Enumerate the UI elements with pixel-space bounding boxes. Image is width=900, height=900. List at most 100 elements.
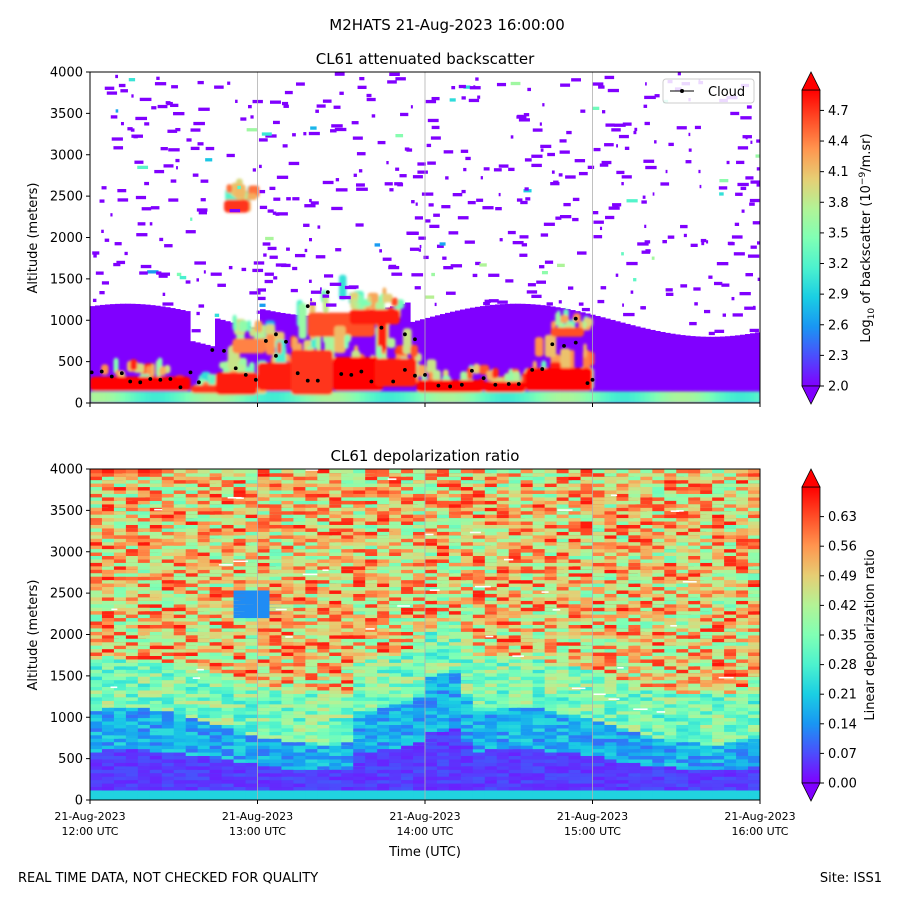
backscatter-surface-band	[540, 391, 546, 403]
backscatter-noise-streak	[555, 216, 562, 220]
depolarization-cell	[317, 772, 340, 777]
depolarization-cell	[532, 713, 550, 719]
depolarization-cell	[580, 610, 598, 615]
depolarization-cell	[736, 731, 755, 736]
depolarization-cell	[233, 751, 252, 756]
depolarization-cell	[532, 741, 550, 746]
depolarization-cell	[724, 744, 741, 750]
depolarization-cell	[137, 627, 161, 632]
depolarization-cell	[472, 634, 492, 639]
backscatter-aerosol-layer	[670, 333, 676, 403]
depolarization-cell	[592, 775, 611, 781]
depolarization-cell	[209, 648, 228, 653]
depolarization-cell	[281, 686, 306, 691]
depolarization-cell	[448, 682, 464, 688]
backscatter-noise-streak	[310, 298, 313, 302]
depolarization-cell	[413, 617, 433, 622]
depolarization-cell	[389, 610, 412, 615]
depolarization-cell	[688, 600, 704, 605]
backscatter-noise-streak	[531, 163, 542, 168]
backscatter-surface-band	[335, 391, 341, 403]
depolarization-cell	[712, 593, 736, 598]
depolarization-cell	[113, 679, 137, 684]
backscatter-noise-streak	[559, 139, 567, 143]
backscatter-noise-streak	[641, 200, 647, 204]
depolarization-cell	[544, 693, 564, 698]
depolarization-cell	[652, 620, 671, 625]
cloud-base-point	[109, 374, 114, 379]
depolarization-cell	[161, 572, 185, 577]
backscatter-aerosol-layer	[665, 332, 671, 403]
backscatter-aerosol-layer	[610, 319, 616, 403]
depolarization-cell	[748, 568, 760, 574]
depolarization-cell	[448, 762, 464, 767]
depolarization-cell	[305, 589, 321, 594]
depolarization-cell	[676, 651, 691, 656]
depolarization-cell	[544, 662, 563, 667]
depolarization-cell	[269, 772, 287, 777]
backscatter-noise-streak	[633, 278, 637, 282]
depolarization-cell	[137, 634, 155, 639]
backscatter-aerosol-layer	[575, 311, 581, 403]
depolarization-cell	[197, 696, 217, 701]
depolarization-cell	[257, 582, 281, 588]
depolarization-cell	[448, 641, 468, 646]
backscatter-noise-streak	[166, 101, 173, 106]
backscatter-noise-streak	[111, 137, 123, 141]
backscatter-noise-streak	[259, 205, 268, 210]
depolarization-cell	[161, 586, 182, 591]
depolarization-cell	[245, 617, 263, 622]
depolarization-cell	[724, 662, 745, 667]
depolarization-cell	[676, 658, 691, 663]
depolarization-cell	[652, 724, 676, 729]
depolarization-cell	[209, 782, 225, 788]
depolarization-cell	[377, 662, 393, 667]
depolarization-cell	[413, 593, 433, 598]
backscatter-surface-band	[565, 391, 571, 403]
backscatter-cloud-blob	[159, 366, 167, 376]
depolarization-cell	[137, 703, 161, 708]
backscatter-noise-streak	[744, 306, 756, 310]
depolarization-cell	[137, 689, 153, 694]
depolarization-cell	[209, 606, 230, 612]
backscatter-surface-band	[430, 391, 436, 403]
backscatter-surface-band	[410, 391, 416, 403]
depolarization-cell	[580, 648, 604, 653]
depolarization-cell	[305, 717, 329, 722]
depolarization-cell	[460, 758, 485, 763]
backscatter-noise-streak	[483, 167, 490, 171]
depolarization-cell	[748, 755, 760, 760]
depolarization-cell	[197, 713, 217, 719]
depolarization-cell	[748, 582, 760, 588]
depolarization-cell	[532, 631, 549, 636]
depolarization-cell	[90, 748, 111, 753]
depolarization-cell	[556, 679, 575, 684]
depolarization-cell	[233, 637, 255, 643]
backscatter-noise-streak	[426, 143, 432, 148]
depolarization-cell	[628, 689, 643, 694]
backscatter-noise-streak	[740, 186, 747, 191]
cloud-base-point	[138, 380, 143, 385]
depolarization-cell	[544, 686, 562, 691]
depolarization-cell	[712, 700, 733, 705]
backscatter-noise-streak	[210, 272, 222, 276]
depolarization-cell	[305, 682, 326, 688]
depolarization-cell	[556, 782, 575, 788]
backscatter-noise-streak	[518, 118, 530, 122]
depolarization-cell	[389, 724, 413, 729]
depolarization-cell	[472, 720, 495, 725]
depolarization-cell	[532, 696, 556, 701]
depolarization-cell	[592, 596, 611, 601]
depolarization-cell	[281, 775, 306, 781]
depolarization-cell	[161, 768, 185, 774]
depolarization-cell	[748, 696, 760, 701]
depolarization-cell	[389, 634, 406, 639]
depolarization-cell	[425, 748, 442, 753]
depolarization-cell	[544, 710, 561, 715]
depolarization-cell	[748, 793, 760, 798]
backscatter-noise-streak	[756, 241, 760, 245]
depolarization-cell	[628, 593, 643, 598]
backscatter-noise-streak	[468, 98, 480, 103]
backscatter-noise-streak	[527, 283, 536, 287]
